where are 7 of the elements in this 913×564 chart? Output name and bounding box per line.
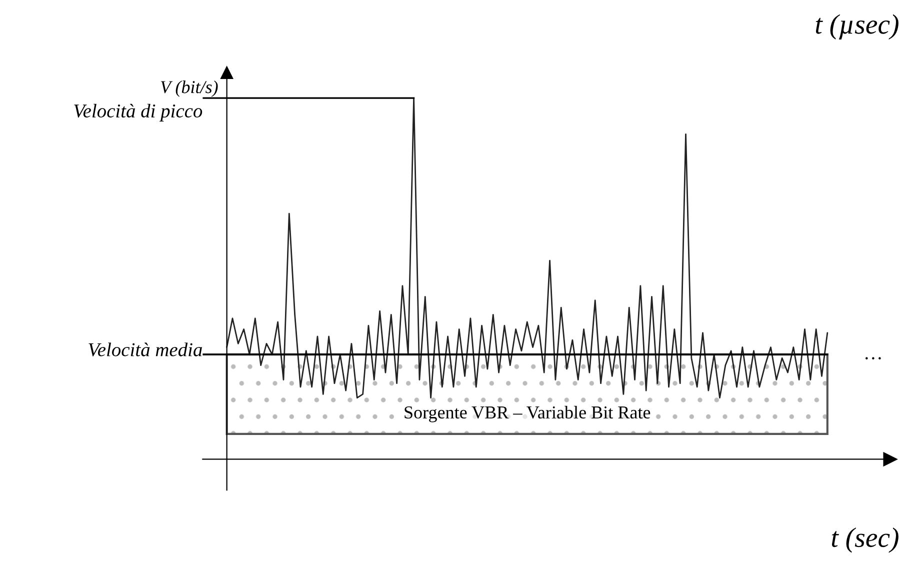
text: … bbox=[866, 357, 881, 360]
ref-line-label: Velocità di picco bbox=[74, 104, 202, 122]
band-label: Sorgente VBR – Variable Bit Rate bbox=[404, 406, 650, 422]
ref-line-label: Velocità media bbox=[88, 342, 202, 356]
x-axis-title: t (sec) bbox=[832, 528, 898, 553]
text: t (µsec) bbox=[816, 14, 898, 40]
y-axis-title: V (bit/s) bbox=[160, 80, 218, 97]
